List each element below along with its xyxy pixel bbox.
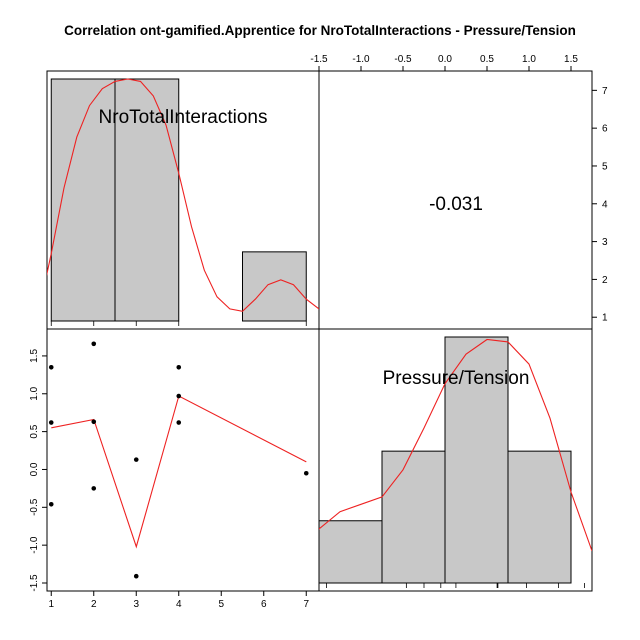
scatter-point [176, 420, 182, 425]
top-tick-label: -1.0 [352, 54, 370, 65]
x-tick-label: 7 [303, 599, 309, 610]
right-tick-label: 7 [602, 86, 608, 97]
histogram-bar [444, 336, 509, 584]
scatter-plot [48, 341, 309, 579]
scatter-point [91, 341, 97, 347]
x-tick-label: 6 [261, 599, 267, 610]
scatter-point [48, 364, 54, 370]
y-tick-label: 0.0 [29, 462, 40, 476]
smoother-line [51, 395, 307, 549]
y-tick-label: 0.5 [29, 424, 40, 438]
top-tick-label: 1.0 [522, 54, 536, 65]
scatter-point [176, 364, 182, 370]
x-tick-label: 2 [91, 599, 97, 610]
variable-label-nrototalinteractions: NroTotalInteractions [99, 107, 268, 128]
histogram-bar [114, 78, 180, 322]
y-tick-label: -0.5 [29, 498, 40, 516]
density-curve [319, 338, 592, 552]
scatter-point [91, 419, 97, 425]
histogram-bar [242, 251, 307, 322]
histogram-nrototalinteractions [47, 78, 319, 326]
right-tick-label: 5 [602, 161, 608, 172]
chart-title: Correlation ont-gamified.Apprentice for … [64, 23, 576, 38]
top-tick-label: 0.0 [438, 54, 452, 65]
scatter-point [303, 470, 309, 476]
density-curve [47, 78, 319, 312]
histogram-bar [318, 520, 383, 584]
x-tick-label: 3 [133, 599, 139, 610]
y-tick-label: -1.0 [29, 536, 40, 554]
x-tick-label: 1 [48, 599, 54, 610]
right-tick-label: 6 [602, 124, 608, 135]
correlation-value: -0.031 [429, 194, 483, 215]
scatter-point [48, 420, 54, 425]
scatter-point [91, 486, 97, 491]
panel-bottom-right [318, 328, 593, 592]
right-tick-label: 3 [602, 237, 608, 248]
variable-label-pressure-tension: Pressure/Tension [383, 368, 530, 389]
scatter-point [176, 393, 182, 399]
x-tick-label: 5 [218, 599, 224, 610]
y-tick-label: 1.0 [29, 386, 40, 400]
y-tick-label: 1.5 [29, 349, 40, 363]
histogram-pressure-tension [318, 336, 592, 588]
histogram-bar [381, 450, 446, 584]
scatter-point [133, 457, 139, 462]
axes: 1 2 3 4 5 6 7 -1.5 -1.0 -0.5 0.0 0.5 1.0 1.5 -1.5 -1.0 -… [29, 54, 608, 610]
panel-bottom-left [46, 328, 320, 592]
top-tick-label: -0.5 [394, 54, 412, 65]
top-tick-label: -1.5 [310, 54, 328, 65]
right-tick-label: 1 [602, 313, 608, 324]
top-tick-label: 1.5 [564, 54, 578, 65]
right-tick-label: 2 [602, 275, 608, 286]
scatter-point [133, 573, 139, 579]
x-tick-label: 4 [176, 599, 182, 610]
histogram-bar [507, 450, 572, 584]
right-tick-label: 4 [602, 199, 608, 210]
top-tick-label: 0.5 [480, 54, 494, 65]
scatter-point [48, 501, 54, 507]
y-tick-label: -1.5 [29, 574, 40, 592]
